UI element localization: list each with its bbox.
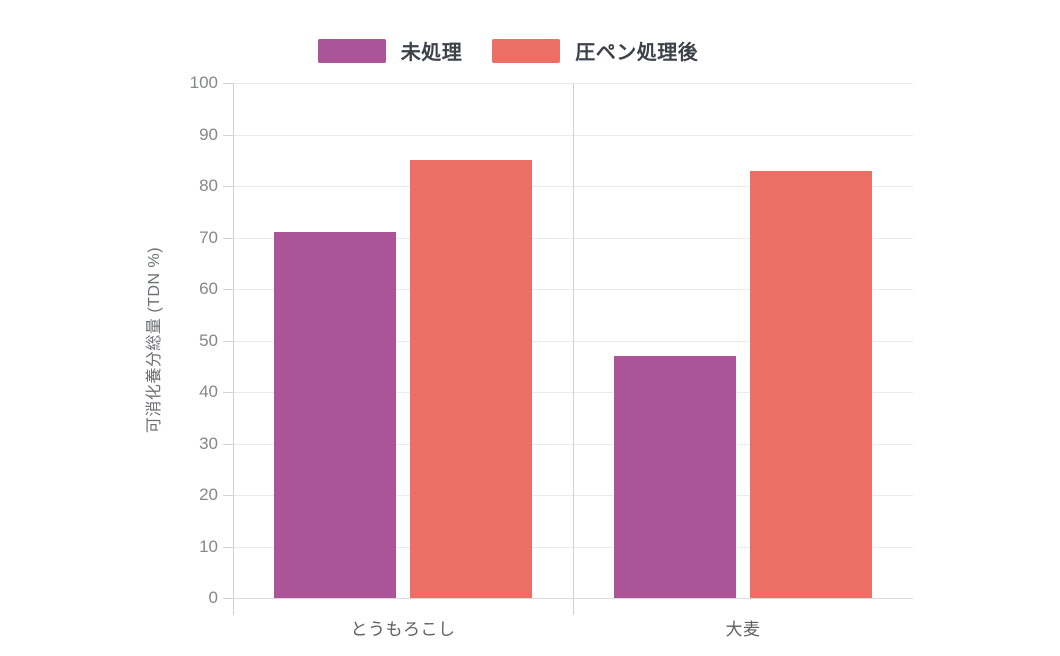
- x-category-label: とうもろこし: [350, 620, 456, 639]
- y-tick-mark: [223, 134, 233, 136]
- y-tick-label: 0: [208, 588, 218, 607]
- y-tick-mark: [223, 443, 233, 445]
- y-tick-mark: [223, 83, 233, 84]
- y-tick-mark: [223, 495, 233, 496]
- legend-label: 圧ペン処理後: [575, 42, 699, 64]
- y-tick-label: 40: [199, 382, 218, 401]
- y-tick-mark: [223, 186, 233, 187]
- y-tick-mark: [223, 598, 233, 599]
- x-category-label: 大麦: [725, 620, 761, 639]
- category-divider-line: [573, 83, 574, 615]
- y-tick-mark: [223, 392, 233, 393]
- y-axis-line: [233, 83, 234, 615]
- y-tick-label: 70: [199, 227, 218, 247]
- legend-item[interactable]: 未処理: [317, 36, 463, 65]
- bar-圧ペン処理後-とうもろこし: [410, 160, 532, 598]
- legend-item[interactable]: 圧ペン処理後: [492, 36, 698, 65]
- y-tick-label: 10: [199, 536, 218, 556]
- y-tick-label: 100: [189, 73, 218, 92]
- y-tick-mark: [223, 546, 233, 548]
- y-tick-mark: [223, 340, 233, 342]
- chart-legend: 未処理 圧ペン処理後: [0, 36, 1038, 65]
- legend-label: 未処理: [400, 42, 463, 64]
- y-tick-label: 20: [199, 485, 218, 504]
- y-tick-label: 60: [199, 279, 218, 298]
- y-tick-label: 50: [199, 330, 218, 350]
- bar-未処理-とうもろこし: [274, 232, 396, 598]
- y-tick-label: 30: [199, 433, 218, 453]
- legend-swatch: [492, 38, 561, 63]
- bar-未処理-大麦: [614, 355, 736, 598]
- y-tick-label: 90: [199, 124, 218, 144]
- y-tick-mark: [223, 237, 233, 239]
- y-tick-label: 80: [199, 176, 218, 195]
- bar-圧ペン処理後-大麦: [750, 170, 872, 598]
- y-axis-title: 可消化養分総量 (TDN %): [146, 246, 163, 434]
- y-tick-mark: [223, 289, 233, 290]
- legend-swatch: [317, 38, 386, 63]
